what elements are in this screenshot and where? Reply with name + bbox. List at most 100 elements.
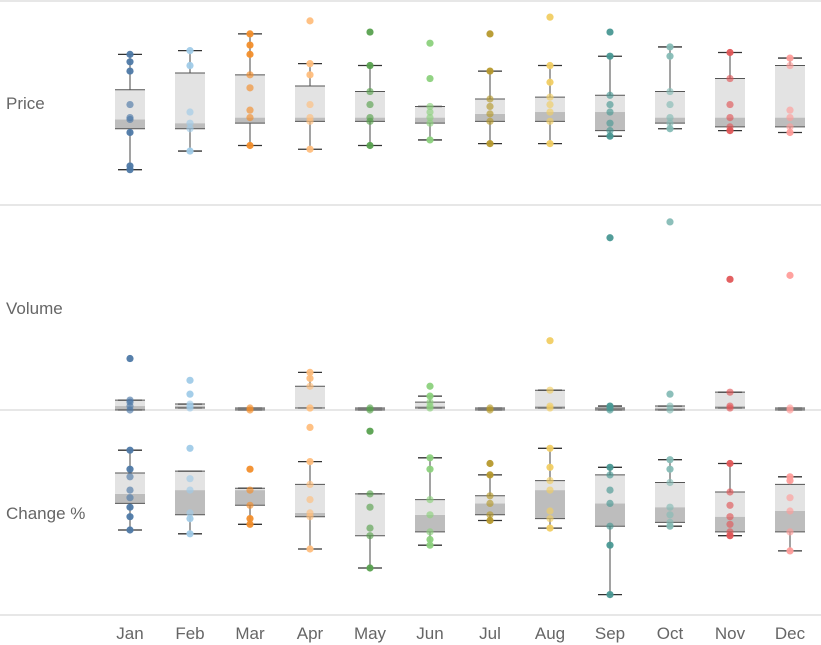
change-may-point-3 [366, 503, 374, 511]
price-nov-point-3 [726, 100, 734, 109]
price-dec-box-lower [775, 117, 805, 127]
change-dec-point-5 [786, 473, 794, 481]
change-feb-point-5 [186, 444, 194, 452]
change-aug-point-1 [546, 515, 554, 523]
volume-aug-point-3 [546, 337, 554, 345]
price-jun-point-1 [426, 119, 434, 127]
change-jan-point-1 [126, 513, 134, 521]
price-nov-point-5 [726, 48, 734, 57]
volume-may-point-1 [366, 404, 374, 412]
volume-nov-point-1 [726, 402, 734, 410]
points-layer [126, 13, 794, 599]
change-jun-box-upper [415, 499, 445, 515]
price-dec-point-3 [786, 106, 794, 114]
change-aug-box-upper [535, 480, 565, 491]
month-label-jan: Jan [116, 624, 143, 643]
change-jun-point-3 [426, 511, 434, 519]
price-sep-point-1 [606, 127, 614, 135]
change-nov-point-1 [726, 528, 734, 536]
price-jan-point-1 [126, 162, 134, 170]
price-jan-point-4 [126, 114, 134, 122]
price-jul-point-1 [486, 117, 494, 125]
change-jan-box-upper [115, 473, 145, 494]
volume-jun-point-2 [426, 398, 434, 406]
change-dec-point-0 [786, 547, 794, 555]
price-jul-box-lower [475, 113, 505, 122]
change-oct-point-1 [666, 518, 674, 527]
price-dec-point-1 [786, 123, 794, 131]
change-aug-point-2 [546, 507, 554, 515]
change-oct-point-5 [666, 465, 674, 473]
change-sep-point-4 [606, 486, 614, 494]
price-apr-point-3 [306, 100, 314, 109]
volume-oct-point-1 [666, 402, 674, 410]
price-mar-point-0 [246, 141, 254, 150]
change-dec-point-3 [786, 494, 794, 502]
price-apr-point-6 [306, 17, 314, 25]
price-oct-point-4 [666, 87, 674, 96]
price-aug-point-0 [546, 140, 554, 148]
price-may-point-2 [366, 114, 374, 122]
change-mar-point-2 [246, 501, 254, 509]
price-aug-point-2 [546, 108, 554, 116]
price-sep-point-6 [606, 52, 614, 60]
price-nov-box-upper [715, 78, 745, 118]
volume-jan-point-3 [126, 396, 134, 404]
volume-aug-point-2 [546, 386, 554, 394]
row-label-change: Change % [6, 504, 85, 523]
volume-nov-box-upper [715, 392, 745, 407]
price-jan-point-8 [126, 50, 134, 58]
month-label-apr: Apr [297, 624, 324, 643]
change-jun-point-0 [426, 541, 434, 549]
price-dec-point-4 [786, 61, 794, 70]
price-jan-box-lower [115, 119, 145, 129]
volume-feb-point-4 [186, 376, 194, 384]
volume-apr-point-2 [306, 382, 314, 390]
price-aug-point-1 [546, 117, 554, 125]
price-feb-point-0 [186, 147, 194, 155]
change-oct-point-6 [666, 456, 674, 464]
change-jul-point-4 [486, 471, 494, 479]
price-jan-point-6 [126, 67, 134, 75]
price-feb-point-2 [186, 119, 194, 127]
change-sep-box-lower [595, 503, 625, 527]
change-sep-point-0 [606, 591, 614, 599]
volume-sep-point-3 [606, 234, 614, 242]
volume-jul-point-1 [486, 404, 494, 412]
price-mar-point-5 [246, 50, 254, 58]
month-label-nov: Nov [715, 624, 746, 643]
volume-apr-box-upper [295, 386, 325, 409]
price-may-point-0 [366, 141, 374, 150]
change-jun-point-4 [426, 496, 434, 504]
price-feb-point-3 [186, 108, 194, 116]
price-feb-point-4 [186, 61, 194, 70]
row-label-volume: Volume [6, 299, 63, 318]
change-mar-point-3 [246, 486, 254, 494]
change-apr-point-5 [306, 458, 314, 466]
price-jun-point-0 [426, 136, 434, 144]
month-label-jul: Jul [479, 624, 501, 643]
change-sep-point-1 [606, 541, 614, 549]
change-sep-point-5 [606, 471, 614, 479]
price-oct-point-0 [666, 125, 674, 133]
price-aug-point-6 [546, 61, 554, 70]
price-may-point-4 [366, 87, 374, 96]
change-mar-point-4 [246, 465, 254, 473]
price-aug-point-7 [546, 13, 554, 21]
price-jul-point-3 [486, 102, 494, 111]
change-jul-point-0 [486, 516, 494, 525]
volume-jun-point-4 [426, 382, 434, 390]
month-label-jun: Jun [416, 624, 443, 643]
price-feb-box-upper [175, 72, 205, 124]
boxes-layer [115, 33, 805, 596]
price-jan-point-5 [126, 100, 134, 109]
change-jan-point-0 [126, 526, 134, 534]
price-oct-point-2 [666, 114, 674, 122]
volume-nov-point-3 [726, 275, 734, 283]
price-mar-point-7 [246, 30, 254, 38]
volume-oct-point-3 [666, 218, 674, 226]
change-feb-point-4 [186, 475, 194, 483]
price-mar-point-4 [246, 71, 254, 79]
change-may-point-5 [366, 427, 374, 435]
change-feb-point-0 [186, 530, 194, 538]
